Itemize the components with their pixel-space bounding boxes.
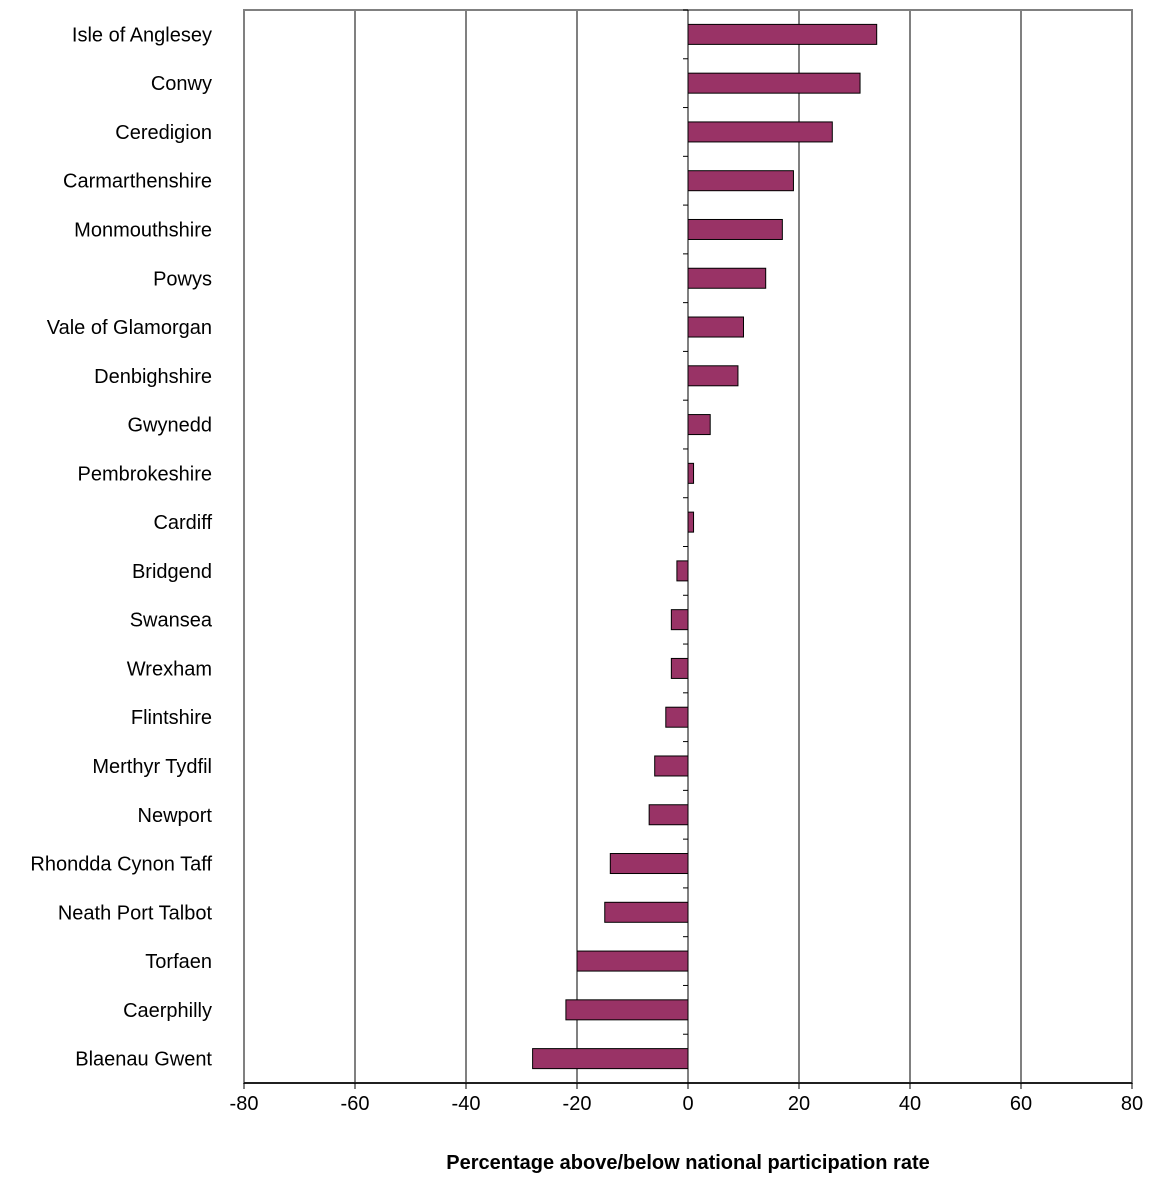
bar — [687, 365, 739, 387]
category-label: Denbighshire — [94, 366, 212, 388]
category-label: Wrexham — [127, 658, 212, 680]
bar — [687, 316, 744, 338]
x-tick-label: -60 — [341, 1093, 370, 1115]
bar — [687, 23, 878, 45]
bar — [687, 121, 833, 143]
bar — [648, 804, 689, 826]
category-label: Gwynedd — [128, 415, 213, 437]
category-label: Merthyr Tydfil — [92, 756, 212, 778]
bar — [532, 1048, 689, 1070]
bar — [687, 511, 695, 533]
category-label: Swansea — [130, 610, 213, 632]
x-tick-label: 80 — [1121, 1093, 1143, 1115]
bar — [687, 414, 711, 436]
bar — [576, 950, 689, 972]
bar — [609, 853, 689, 875]
category-label: Monmouthshire — [74, 219, 212, 241]
bar — [654, 755, 689, 777]
category-label: Rhondda Cynon Taff — [30, 854, 212, 876]
bar — [670, 609, 689, 631]
x-tick-label: -20 — [563, 1093, 592, 1115]
bar — [687, 170, 794, 192]
x-tick-label: 20 — [788, 1093, 810, 1115]
x-tick-labels: -80 -60 -40 -20 0 20 40 60 80 — [230, 1093, 1144, 1115]
category-label: Torfaen — [145, 951, 212, 973]
category-label: Neath Port Talbot — [58, 902, 213, 924]
category-label: Carmarthenshire — [63, 171, 212, 193]
category-label: Newport — [138, 805, 213, 827]
category-label: Blaenau Gwent — [75, 1049, 212, 1071]
category-label: Bridgend — [132, 561, 212, 583]
x-axis-title: Percentage above/below national particip… — [446, 1152, 929, 1174]
bar — [687, 267, 767, 289]
bar — [565, 999, 689, 1021]
axes — [243, 9, 1133, 1089]
category-label: Caerphilly — [123, 1000, 212, 1022]
bar — [676, 560, 689, 582]
category-label: Isle of Anglesey — [72, 24, 212, 46]
category-label: Pembrokeshire — [77, 463, 212, 485]
category-label: Vale of Glamorgan — [47, 317, 212, 339]
category-labels: Isle of Anglesey Conwy Ceredigion Carmarthe… — [30, 24, 212, 1070]
bars — [532, 23, 878, 1070]
category-label: Powys — [153, 268, 212, 290]
x-tick-label: 0 — [682, 1093, 693, 1115]
bar — [687, 218, 783, 240]
category-label: Ceredigion — [115, 122, 212, 144]
category-label: Flintshire — [131, 707, 212, 729]
x-tick-label: -40 — [452, 1093, 481, 1115]
bar — [670, 657, 689, 679]
bar — [687, 72, 861, 94]
category-label: Conwy — [151, 73, 212, 95]
x-tick-label: 40 — [899, 1093, 921, 1115]
x-tick-label: 60 — [1010, 1093, 1032, 1115]
x-tick-label: -80 — [230, 1093, 259, 1115]
bar — [665, 706, 689, 728]
bar — [604, 901, 689, 923]
bar — [687, 462, 695, 484]
category-label: Cardiff — [153, 512, 212, 534]
